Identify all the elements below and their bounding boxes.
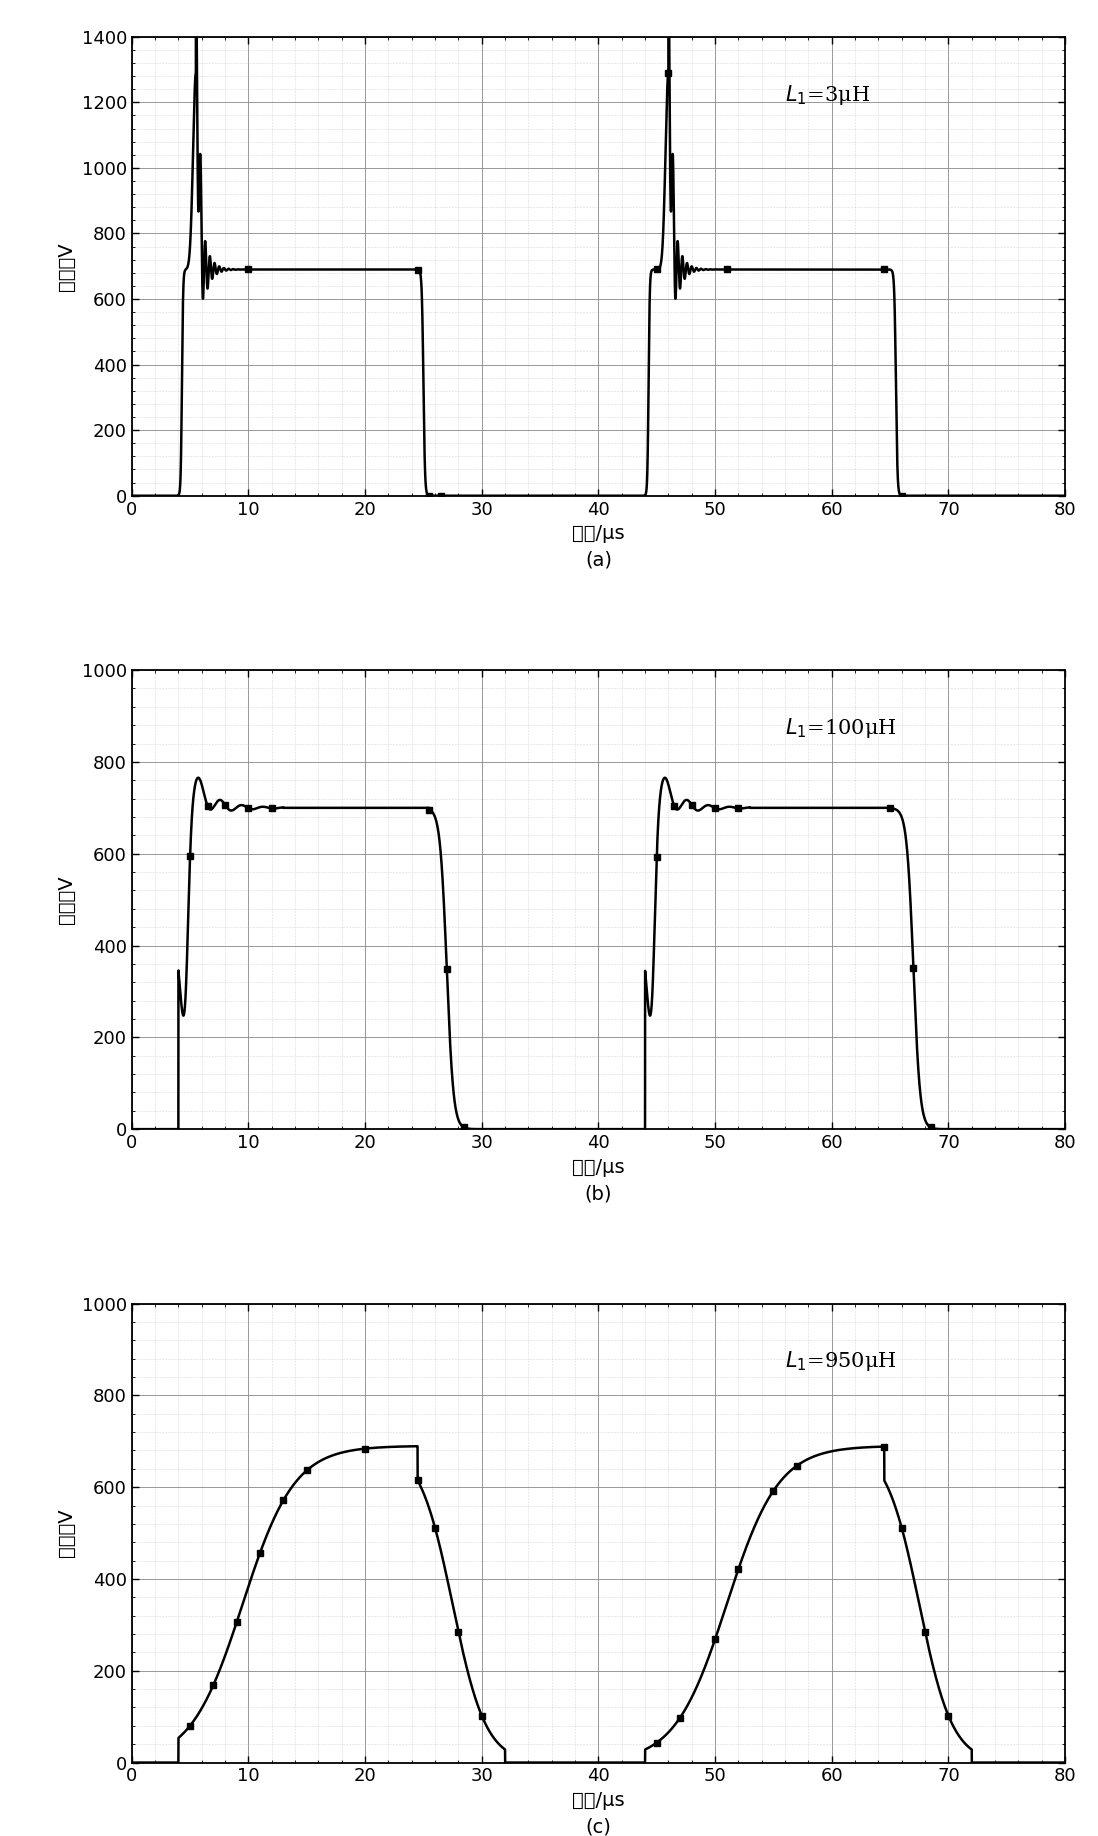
X-axis label: 时间/μs: 时间/μs [572,1157,625,1177]
Text: (c): (c) [585,1818,612,1836]
Text: $\it{L}$$_1$=950μH: $\it{L}$$_1$=950μH [785,1349,897,1373]
X-axis label: 时间/μs: 时间/μs [572,1790,625,1810]
Text: (a): (a) [585,551,612,569]
Y-axis label: 电压／V: 电压／V [57,876,76,924]
X-axis label: 时间/μs: 时间/μs [572,523,625,543]
Text: (b): (b) [584,1184,613,1203]
Y-axis label: 电压／V: 电压／V [57,1509,76,1557]
Text: $\it{L}$$_1$=3μH: $\it{L}$$_1$=3μH [785,83,870,106]
Text: $\it{L}$$_1$=100μH: $\it{L}$$_1$=100μH [785,716,897,740]
Y-axis label: 电压／V: 电压／V [57,242,76,290]
